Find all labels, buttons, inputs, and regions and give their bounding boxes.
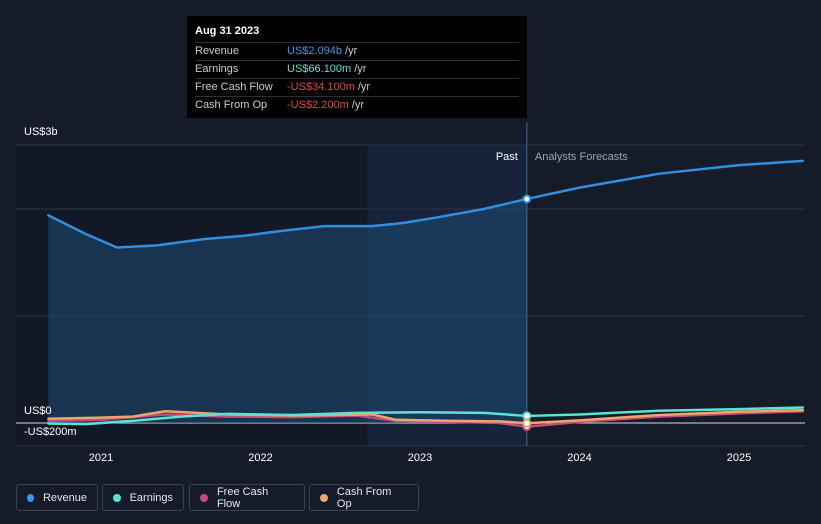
cash-from-op-dot-icon xyxy=(320,493,328,502)
forecast-label: Analysts Forecasts xyxy=(535,151,628,163)
legend-label: Revenue xyxy=(42,491,87,504)
x-tick-label: 2022 xyxy=(248,452,272,464)
legend-label: Earnings xyxy=(129,491,173,504)
tooltip-value: -US$34.100m xyxy=(287,81,355,93)
marker-earnings xyxy=(522,411,532,421)
revenue-area xyxy=(48,198,527,423)
marker-revenue xyxy=(522,194,532,204)
tooltip-unit: /yr xyxy=(345,45,358,57)
legend-label: Free Cash Flow xyxy=(216,485,269,510)
tooltip-label: Cash From Op xyxy=(195,99,268,111)
earnings-dot-icon xyxy=(113,493,121,502)
series-line-revenue xyxy=(47,159,805,249)
legend-item-earnings[interactable]: Earnings xyxy=(102,484,184,511)
tooltip-row-cash-from-op: Cash From Op -US$2.200m /yr xyxy=(195,96,519,114)
legend-item-free-cash-flow[interactable]: Free Cash Flow xyxy=(189,484,305,511)
marker-cash-from-op xyxy=(522,418,532,428)
tooltip-unit: /yr xyxy=(354,63,367,75)
tooltip-date: Aug 31 2023 xyxy=(195,25,260,37)
legend-item-cash-from-op[interactable]: Cash From Op xyxy=(309,484,419,511)
data-tooltip: Aug 31 2023 Revenue US$2.094b /yr Earnin… xyxy=(187,16,527,118)
y-axis-bottom-label: -US$200m xyxy=(24,426,77,438)
tooltip-unit: /yr xyxy=(351,99,364,111)
tooltip-row-revenue: Revenue US$2.094b /yr xyxy=(195,42,519,60)
y-axis-zero-label: US$0 xyxy=(24,405,52,417)
x-tick-label: 2025 xyxy=(727,452,751,464)
tooltip-unit: /yr xyxy=(357,81,371,93)
tooltip-label: Earnings xyxy=(195,63,239,75)
tooltip-value: -US$2.200m xyxy=(287,99,349,111)
legend-label: Cash From Op xyxy=(336,485,392,510)
series-line-cash-from-op xyxy=(47,408,805,425)
series-line-earnings xyxy=(47,406,805,426)
tooltip-value: US$2.094b xyxy=(287,45,343,57)
y-axis-top-label: US$3b xyxy=(24,126,58,138)
tooltip-row-free-cash-flow: Free Cash Flow -US$34.100m /yr xyxy=(195,78,519,96)
x-tick-label: 2023 xyxy=(408,452,432,464)
x-tick-label: 2024 xyxy=(567,452,591,464)
x-tick-label: 2021 xyxy=(89,452,113,464)
free-cash-flow-dot-icon xyxy=(200,493,208,502)
tooltip-label: Revenue xyxy=(195,45,240,57)
tooltip-row-earnings: Earnings US$66.100m /yr xyxy=(195,60,519,78)
legend-item-revenue[interactable]: Revenue xyxy=(16,484,98,511)
tooltip-label: Free Cash Flow xyxy=(195,81,273,93)
tooltip-value: US$66.100m xyxy=(287,63,352,75)
past-label: Past xyxy=(496,151,518,163)
revenue-dot-icon xyxy=(27,493,34,502)
